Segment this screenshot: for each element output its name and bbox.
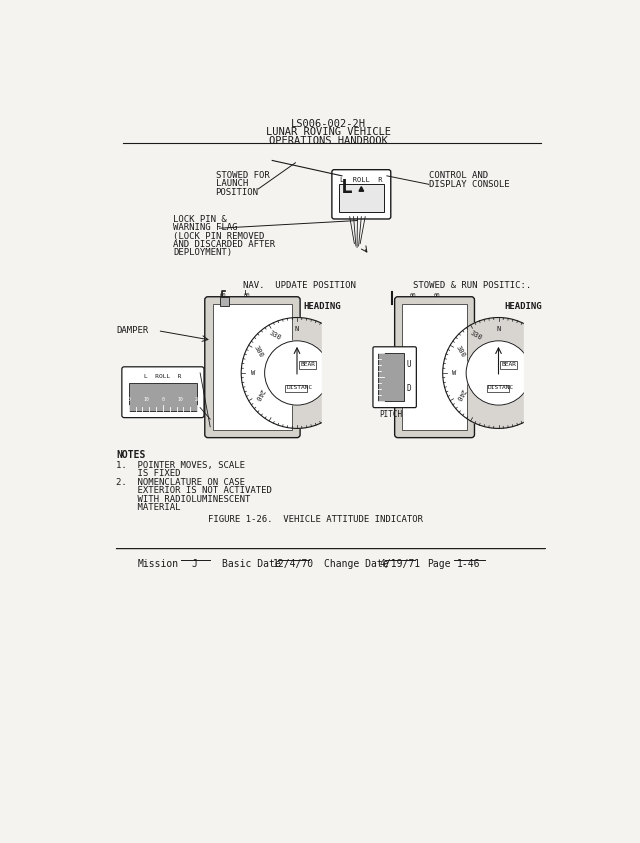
- Text: N: N: [295, 326, 299, 332]
- Text: NOTES: NOTES: [116, 450, 146, 460]
- Text: J: J: [192, 559, 198, 568]
- Bar: [285, 384, 307, 392]
- Text: WITH RADIOLUMINESCENT: WITH RADIOLUMINESCENT: [116, 495, 251, 503]
- Bar: [339, 185, 384, 212]
- Bar: [212, 304, 292, 430]
- Text: CONTROL AND: CONTROL AND: [429, 171, 488, 180]
- Text: 0: 0: [161, 397, 164, 402]
- Text: DISTANC: DISTANC: [488, 385, 514, 390]
- Text: LS006-002-2H: LS006-002-2H: [291, 119, 365, 129]
- Circle shape: [264, 341, 330, 405]
- Text: 20: 20: [126, 397, 132, 402]
- Text: 10: 10: [177, 397, 183, 402]
- Text: 2.  NOMENCLATURE ON CASE: 2. NOMENCLATURE ON CASE: [116, 478, 245, 486]
- Text: L: L: [340, 178, 352, 197]
- Text: AND DISCARDED AFTER: AND DISCARDED AFTER: [173, 240, 275, 249]
- Text: W: W: [452, 370, 456, 376]
- Polygon shape: [524, 306, 558, 436]
- Text: (LOCK PIN REMOVED: (LOCK PIN REMOVED: [173, 232, 264, 240]
- Text: 20: 20: [194, 397, 200, 402]
- Circle shape: [466, 341, 531, 405]
- Polygon shape: [359, 186, 364, 191]
- Text: Change Date: Change Date: [324, 559, 388, 568]
- Text: L  ROLL  R: L ROLL R: [340, 177, 383, 183]
- Text: W: W: [251, 370, 255, 376]
- Bar: [129, 383, 197, 411]
- Text: DAMPER: DAMPER: [116, 326, 148, 336]
- Text: BEAR: BEAR: [502, 362, 516, 368]
- Text: HEADING: HEADING: [505, 303, 542, 311]
- Text: 00: 00: [410, 293, 417, 298]
- Text: N: N: [497, 326, 500, 332]
- Text: D: D: [406, 384, 411, 393]
- Bar: [298, 362, 316, 369]
- Text: Page: Page: [428, 559, 451, 568]
- FancyBboxPatch shape: [332, 169, 391, 219]
- Text: PITCH: PITCH: [380, 410, 403, 419]
- FancyBboxPatch shape: [373, 346, 417, 408]
- Text: 00: 00: [243, 293, 250, 298]
- Text: 00: 00: [220, 293, 227, 298]
- Text: 330: 330: [469, 330, 483, 341]
- Text: BEAR: BEAR: [300, 362, 315, 368]
- Bar: [487, 384, 509, 392]
- Circle shape: [241, 318, 353, 428]
- Text: DISTANC: DISTANC: [286, 385, 312, 390]
- Text: EXTERIOR IS NOT ACTIVATED: EXTERIOR IS NOT ACTIVATED: [116, 486, 272, 495]
- Text: 300: 300: [253, 344, 264, 358]
- Text: L  ROLL  R: L ROLL R: [144, 374, 182, 379]
- Text: Mission: Mission: [138, 559, 179, 568]
- Text: 300: 300: [454, 344, 466, 358]
- Text: LUNAR ROVING VEHICLE: LUNAR ROVING VEHICLE: [266, 127, 390, 137]
- Text: STOWED FOR: STOWED FOR: [216, 170, 269, 180]
- Text: STOWED & RUN POSITIC:.: STOWED & RUN POSITIC:.: [413, 281, 531, 290]
- Text: 240: 240: [253, 388, 264, 402]
- Bar: [220, 297, 229, 306]
- Bar: [403, 304, 467, 430]
- Text: MATERIAL: MATERIAL: [116, 503, 181, 512]
- Text: 1-46: 1-46: [458, 559, 481, 568]
- Text: WARNING FLAG: WARNING FLAG: [173, 223, 237, 232]
- Text: 10: 10: [143, 397, 148, 402]
- FancyBboxPatch shape: [395, 297, 474, 438]
- Text: NAV.  UPDATE POSITION: NAV. UPDATE POSITION: [243, 281, 356, 290]
- Text: DISPLAY CONSOLE: DISPLAY CONSOLE: [429, 180, 509, 189]
- Polygon shape: [322, 306, 356, 436]
- Text: U: U: [406, 360, 411, 369]
- Text: OPERATIONS HANDBOOK: OPERATIONS HANDBOOK: [269, 136, 387, 146]
- FancyBboxPatch shape: [122, 367, 204, 417]
- Text: LOCK PIN &: LOCK PIN &: [173, 215, 227, 223]
- Text: 240: 240: [454, 388, 466, 402]
- Text: DEPLOYMENT): DEPLOYMENT): [173, 249, 232, 257]
- Circle shape: [443, 318, 554, 428]
- Text: LAUNCH: LAUNCH: [216, 180, 248, 188]
- FancyBboxPatch shape: [205, 297, 300, 438]
- Text: 1.  POINTER MOVES, SCALE: 1. POINTER MOVES, SCALE: [116, 461, 245, 470]
- Text: 330: 330: [268, 330, 282, 341]
- Text: IS FIXED: IS FIXED: [116, 470, 181, 478]
- Text: 12/4/70: 12/4/70: [273, 559, 314, 568]
- Text: HEADING: HEADING: [303, 303, 341, 311]
- Text: POSITION: POSITION: [216, 188, 259, 196]
- Bar: [378, 353, 404, 401]
- Text: FIGURE 1-26.  VEHICLE ATTITUDE INDICATOR: FIGURE 1-26. VEHICLE ATTITUDE INDICATOR: [208, 514, 423, 524]
- Bar: [500, 362, 517, 369]
- Text: 4/19/71: 4/19/71: [380, 559, 420, 568]
- Text: 00: 00: [433, 293, 440, 298]
- Text: Basic Date: Basic Date: [222, 559, 280, 568]
